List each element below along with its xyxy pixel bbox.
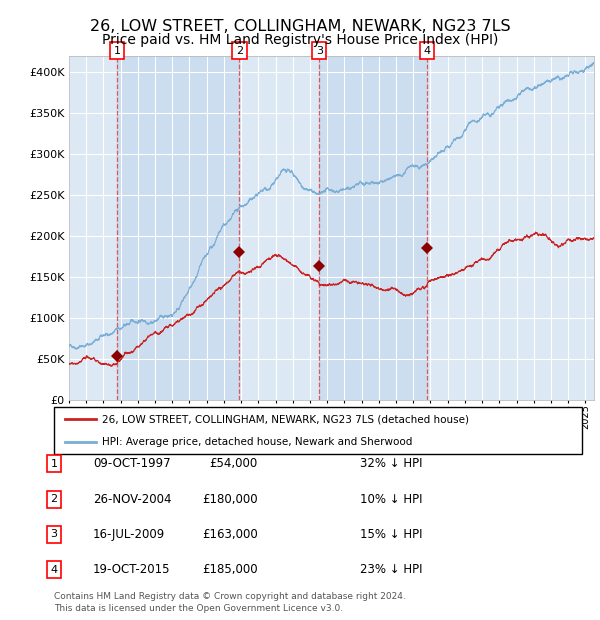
Text: This data is licensed under the Open Government Licence v3.0.: This data is licensed under the Open Gov… [54,604,343,613]
Text: £180,000: £180,000 [202,493,258,505]
Text: 3: 3 [316,46,323,56]
Text: 3: 3 [50,529,58,539]
Text: 09-OCT-1997: 09-OCT-1997 [93,458,170,470]
Text: 1: 1 [113,46,121,56]
Text: 26-NOV-2004: 26-NOV-2004 [93,493,172,505]
Text: 4: 4 [50,565,58,575]
Text: £163,000: £163,000 [202,528,258,541]
Text: 1: 1 [50,459,58,469]
Text: HPI: Average price, detached house, Newark and Sherwood: HPI: Average price, detached house, Newa… [101,436,412,447]
Text: 23% ↓ HPI: 23% ↓ HPI [360,564,422,576]
Text: 26, LOW STREET, COLLINGHAM, NEWARK, NG23 7LS: 26, LOW STREET, COLLINGHAM, NEWARK, NG23… [89,19,511,33]
Text: 16-JUL-2009: 16-JUL-2009 [93,528,165,541]
Text: £185,000: £185,000 [202,564,258,576]
Text: 4: 4 [424,46,431,56]
Text: 2: 2 [50,494,58,504]
Text: Price paid vs. HM Land Registry's House Price Index (HPI): Price paid vs. HM Land Registry's House … [102,33,498,47]
Bar [117,56,239,400]
Text: 2: 2 [236,46,243,56]
Text: £54,000: £54,000 [210,458,258,470]
Text: 19-OCT-2015: 19-OCT-2015 [93,564,170,576]
Text: 26, LOW STREET, COLLINGHAM, NEWARK, NG23 7LS (detached house): 26, LOW STREET, COLLINGHAM, NEWARK, NG23… [101,414,469,425]
Text: Contains HM Land Registry data © Crown copyright and database right 2024.: Contains HM Land Registry data © Crown c… [54,592,406,601]
Text: 32% ↓ HPI: 32% ↓ HPI [360,458,422,470]
Bar [319,56,427,400]
Text: 15% ↓ HPI: 15% ↓ HPI [360,528,422,541]
Text: 10% ↓ HPI: 10% ↓ HPI [360,493,422,505]
